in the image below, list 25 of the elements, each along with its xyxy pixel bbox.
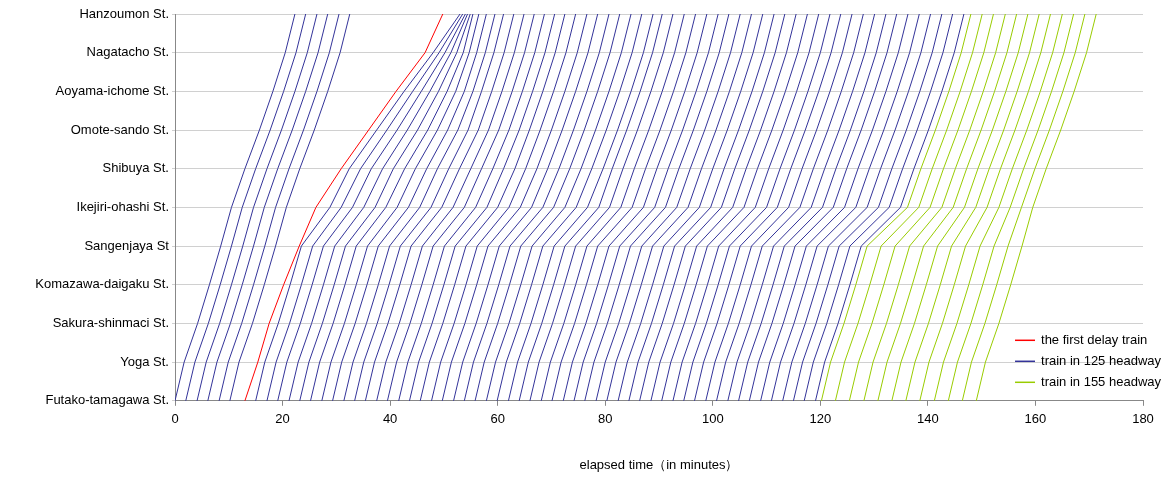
x-tick-label: 80 (597, 411, 613, 427)
x-tick-label: 160 (1024, 411, 1047, 427)
x-tick-label: 140 (917, 411, 939, 427)
x-tick-label: 120 (809, 411, 832, 427)
y-tick-label: Sakura-shinmaci St. (52, 315, 169, 331)
legend-label: train in 125 headway (1041, 352, 1162, 368)
y-tick-label: Shibuya St. (102, 160, 169, 176)
x-tick-label: 180 (1132, 411, 1154, 427)
legend-label: the first delay train (1041, 331, 1148, 347)
y-tick-label: Hanzoumon St. (79, 5, 169, 21)
x-tick-label: 60 (490, 411, 505, 427)
legend-label: train in 155 headway (1041, 373, 1162, 389)
x-tick-label: 100 (701, 411, 724, 427)
y-tick-label: Aoyama-ichome St. (55, 82, 169, 98)
y-tick-label: Futako-tamagawa St. (45, 392, 169, 408)
y-tick-label: Ikejiri-ohashi St. (76, 198, 169, 214)
y-tick-label: Komazawa-daigaku St. (35, 276, 169, 292)
y-tick-label: Omote-sando St. (70, 121, 169, 137)
y-tick-label: Sangenjaya St (84, 237, 170, 253)
y-tick-label: Nagatacho St. (86, 44, 169, 60)
y-tick-label: Yoga St. (120, 353, 169, 369)
x-tick-label: 0 (171, 411, 179, 427)
x-axis-title: elapsed time（in minutes） (579, 456, 739, 472)
x-tick-label: 40 (382, 411, 398, 427)
x-tick-label: 20 (275, 411, 290, 427)
